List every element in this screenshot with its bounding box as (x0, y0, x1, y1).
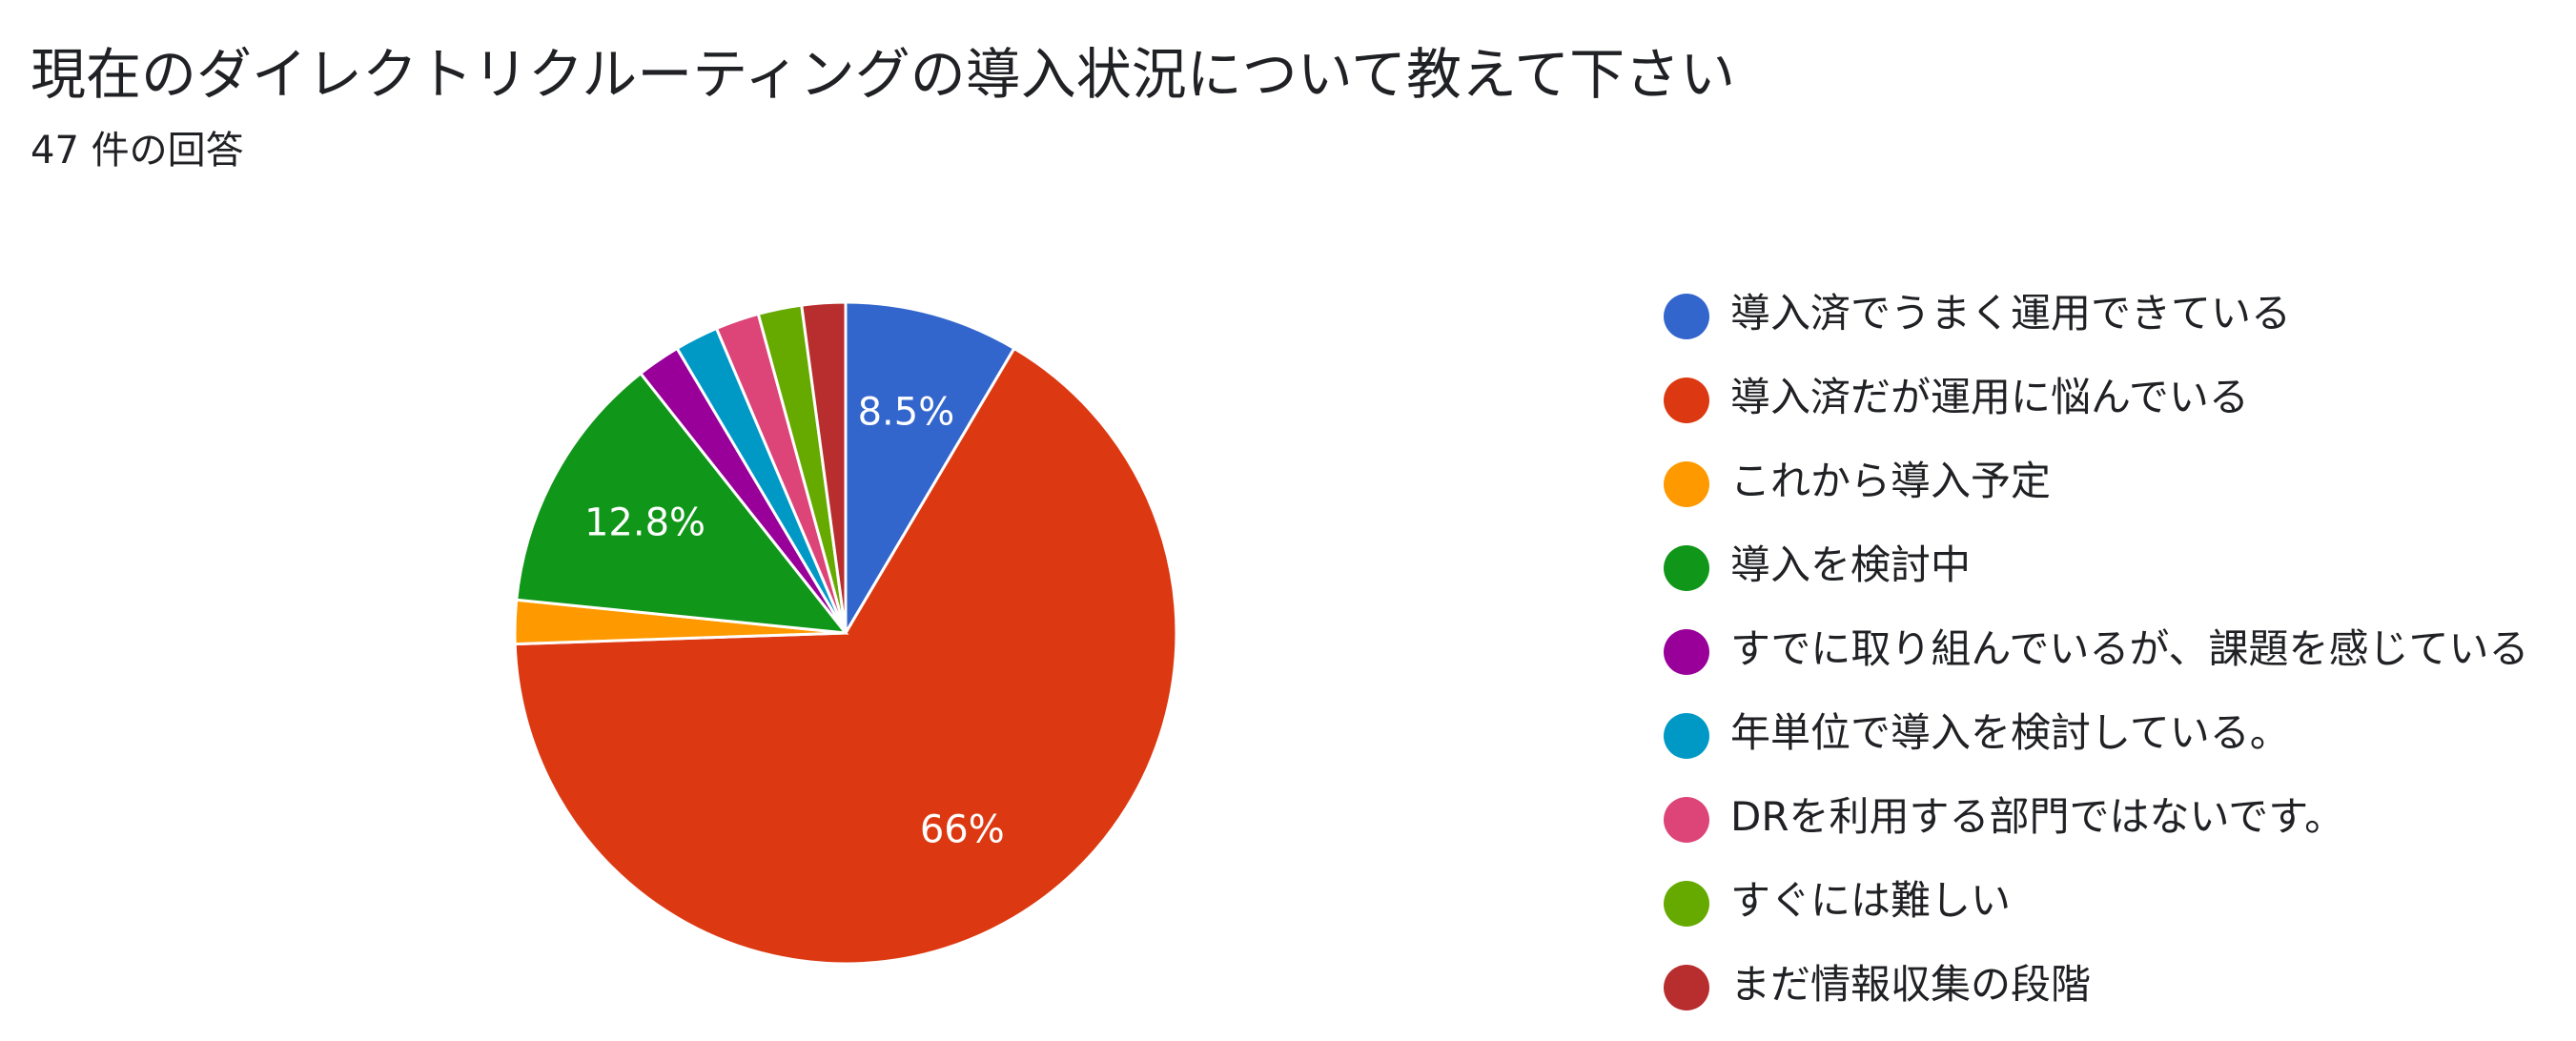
pie-slice-9[interactable] (800, 300, 848, 634)
legend-label-6: 年単位で導入を検討している。 (1730, 709, 2290, 756)
legend-item-2[interactable]: 導入済だが運用に悩んでいる (1664, 368, 2541, 427)
legend-item-9[interactable]: まだ情報収集の段階 (1664, 955, 2541, 1014)
legend-label-8: すぐには難しい (1730, 877, 2012, 924)
legend-swatch-1 (1664, 294, 1709, 339)
chart-title: 現在のダイレクトリクルーティングの導入状況について教えて下さい (31, 42, 1736, 107)
legend-label-7: DRを利用する部門ではないです。 (1730, 793, 2345, 840)
legend-swatch-3 (1664, 461, 1709, 507)
legend-swatch-8 (1664, 881, 1709, 927)
legend-label-5: すでに取り組んでいるが、課題を感じている (1730, 625, 2529, 672)
legend-swatch-4 (1664, 545, 1709, 591)
legend-swatch-7 (1664, 797, 1709, 843)
pie-slice-2[interactable] (513, 346, 1178, 966)
legend-label-3: これから導入予定 (1730, 458, 2052, 504)
legend-swatch-2 (1664, 378, 1709, 423)
legend-label-4: 導入を検討中 (1730, 541, 1972, 588)
pie-slice-1[interactable] (844, 300, 1016, 639)
legend-swatch-6 (1664, 713, 1709, 759)
pie-slice-4[interactable] (515, 371, 849, 635)
response-count: 47 件の回答 (31, 129, 244, 173)
legend-item-6[interactable]: 年単位で導入を検討している。 (1664, 704, 2541, 763)
legend-label-2: 導入済だが運用に悩んでいる (1730, 374, 2249, 420)
pie-slice-label-1: 8.5% (858, 391, 955, 435)
chart-legend: 導入済でうまく運用できている 導入済だが運用に悩んでいる これから導入予定 導入を検討… (1664, 284, 2541, 1039)
legend-item-1[interactable]: 導入済でうまく運用できている (1664, 284, 2541, 343)
legend-item-8[interactable]: すぐには難しい (1664, 871, 2541, 930)
legend-swatch-9 (1664, 965, 1709, 1010)
legend-label-1: 導入済でうまく運用できている (1730, 290, 2292, 337)
legend-swatch-5 (1664, 629, 1709, 675)
legend-item-5[interactable]: すでに取り組んでいるが、課題を感じている (1664, 620, 2541, 679)
legend-label-9: まだ情報収集の段階 (1730, 961, 2092, 1008)
legend-item-3[interactable]: これから導入予定 (1664, 452, 2541, 511)
legend-item-7[interactable]: DRを利用する部門ではないです。 (1664, 787, 2541, 847)
legend-item-4[interactable]: 導入を検討中 (1664, 536, 2541, 595)
pie-slice-label-2: 66% (920, 807, 1005, 851)
pie-slice-label-4: 12.8% (584, 501, 705, 545)
